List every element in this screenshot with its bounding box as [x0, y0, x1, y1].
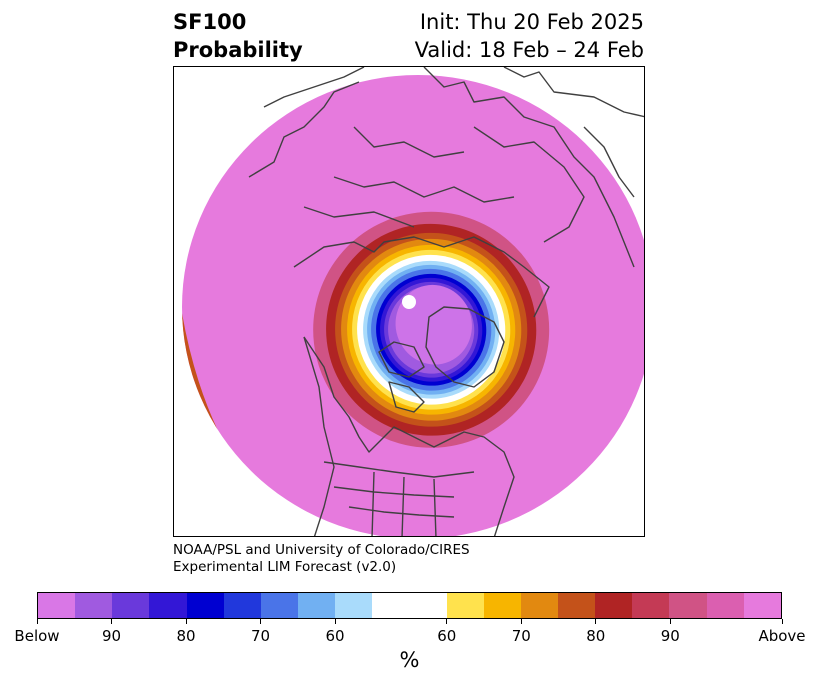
colorbar-tick-label: 90: [660, 627, 680, 645]
colorbar-ticks: [36, 619, 783, 627]
colorbar-tick-label: 90: [101, 627, 122, 645]
colorbar-segment: [297, 593, 336, 618]
colorbar-tick: [334, 619, 336, 624]
colorbar-segment: [669, 593, 707, 618]
colorbar-tick-label: 70: [511, 627, 531, 645]
colorbar-segment: [75, 593, 113, 618]
colorbar-tick: [111, 619, 112, 624]
forecast-map: [173, 66, 645, 537]
colorbar-tick-label: 60: [325, 627, 345, 645]
colorbar-segment: [149, 593, 187, 618]
colorbar-segment: [520, 593, 558, 618]
credit-line-2: Experimental LIM Forecast (v2.0): [173, 559, 397, 575]
variable-kind: Probability: [173, 38, 303, 62]
colorbar-tick: [446, 619, 448, 624]
map-svg: [182, 67, 644, 536]
colorbar-tick: [781, 619, 783, 624]
colorbar-segment: [483, 593, 521, 618]
white-spot: [402, 295, 416, 309]
colorbar-segment: [112, 593, 150, 618]
chart-title-right: Init: Thu 20 Feb 2025 Valid: 18 Feb – 24…: [415, 8, 644, 64]
credit-text: NOAA/PSL and University of Colorado/CIRE…: [173, 542, 470, 576]
colorbar-segment: [335, 593, 373, 618]
colorbar-tick: [669, 619, 671, 624]
colorbar-tick-label: 80: [176, 627, 196, 645]
colorbar-tick: [185, 619, 187, 624]
colorbar: [37, 592, 782, 619]
variable-name: SF100: [173, 10, 247, 34]
colorbar-segment: [446, 593, 484, 618]
colorbar-unit-label: %: [399, 648, 420, 672]
colorbar-segment: [186, 593, 224, 618]
colorbar-segment: [743, 593, 781, 618]
colorbar-tick: [260, 619, 261, 624]
colorbar-segment: [372, 593, 447, 618]
colorbar-tick: [520, 619, 522, 624]
colorbar-segment: [223, 593, 261, 618]
colorbar-tick-label: Below: [14, 627, 60, 645]
colorbar-segment: [260, 593, 298, 618]
probability-field: [182, 75, 644, 536]
chart-title-left: SF100 Probability: [173, 8, 303, 64]
colorbar-segment: [595, 593, 633, 618]
colorbar-tick: [36, 619, 38, 624]
polar-anomaly: [313, 211, 550, 448]
colorbar-tick-label: Above: [758, 627, 806, 645]
valid-range: Valid: 18 Feb – 24 Feb: [414, 38, 644, 62]
colorbar-segment: [557, 593, 596, 618]
coastlines: [248, 67, 644, 536]
colorbar-tick-label: 80: [586, 627, 606, 645]
colorbar-tick: [595, 619, 597, 624]
colorbar-tick-label: 60: [437, 627, 457, 645]
colorbar-segment: [38, 593, 76, 618]
init-date: Init: Thu 20 Feb 2025: [419, 10, 644, 34]
colorbar-segment: [706, 593, 744, 618]
colorbar-tick-label: 70: [250, 627, 271, 645]
credit-line-1: NOAA/PSL and University of Colorado/CIRE…: [173, 542, 470, 558]
colorbar-segment: [632, 593, 670, 618]
